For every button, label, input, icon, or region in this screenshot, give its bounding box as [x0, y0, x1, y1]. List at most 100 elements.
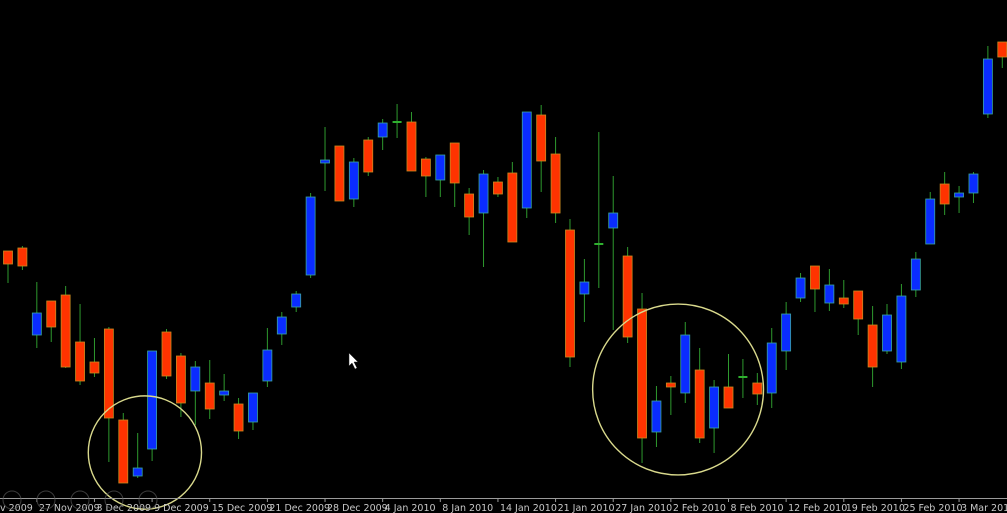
candle — [406, 112, 417, 172]
bullish-candle-body — [795, 277, 806, 299]
candle — [449, 142, 460, 207]
bullish-candle-body — [435, 154, 446, 181]
bullish-candle-body — [925, 198, 936, 245]
candle — [896, 284, 907, 369]
candle — [752, 373, 763, 405]
candle — [118, 413, 129, 484]
bearish-candle-body — [723, 386, 734, 409]
bearish-candle-body — [161, 331, 172, 377]
x-tick-label: 4 Jan 2010 — [385, 503, 436, 513]
bearish-candle-body — [694, 369, 705, 439]
candle — [262, 328, 273, 387]
candle — [103, 327, 114, 462]
candle — [348, 158, 359, 207]
candle — [233, 398, 244, 439]
bearish-candle-body — [810, 265, 820, 290]
bearish-candle-body — [17, 247, 28, 267]
player-control-icon — [104, 490, 124, 510]
candle — [738, 359, 748, 398]
bearish-candle-body — [103, 328, 114, 419]
bearish-candle-body — [89, 361, 100, 374]
bullish-candle-body — [781, 313, 792, 352]
candle — [723, 354, 734, 409]
candle — [579, 259, 590, 322]
candle — [276, 312, 287, 345]
bullish-candle-body — [219, 390, 230, 396]
candle — [305, 193, 316, 278]
bullish-candle-body — [824, 284, 835, 304]
candle — [925, 192, 936, 245]
candle — [31, 282, 42, 348]
player-control-icon — [36, 490, 56, 510]
annotations-layer — [87, 303, 765, 510]
bullish-candle-body — [766, 342, 777, 394]
bullish-candle-body — [651, 400, 662, 433]
candle — [3, 250, 13, 283]
candle — [435, 154, 446, 197]
bearish-candle-body — [204, 382, 215, 410]
candle — [493, 177, 503, 197]
candle — [810, 265, 820, 312]
bearish-candle-body — [997, 41, 1007, 58]
candle — [147, 350, 158, 461]
x-tick-label: 28 Dec 2009 — [327, 503, 388, 513]
candle — [161, 329, 172, 379]
x-tick-label: 21 Dec 2009 — [269, 503, 330, 513]
x-tick-label: 27 Jan 2010 — [615, 503, 672, 513]
candle — [954, 186, 964, 213]
bearish-candle-body — [176, 355, 186, 404]
bearish-candle-body — [60, 294, 71, 368]
bullish-candle-body — [377, 122, 388, 138]
bullish-candle-body — [478, 173, 489, 214]
candle — [536, 105, 547, 192]
bullish-candle-body — [291, 293, 302, 308]
bullish-candle-body — [910, 258, 921, 291]
bearish-candle-body — [752, 382, 763, 395]
bearish-candle-body — [406, 121, 417, 172]
x-tick-label: 3 Dec 2009 — [96, 503, 151, 513]
x-tick-label: 14 Jan 2010 — [500, 503, 557, 513]
candle — [521, 111, 532, 218]
bullish-candle-body — [896, 295, 907, 363]
candle — [795, 273, 806, 302]
bearish-candle-body — [118, 419, 129, 484]
x-tick-label: 9 Dec 2009 — [154, 503, 209, 513]
bearish-candle-body — [939, 183, 950, 205]
bearish-candle-body — [565, 229, 575, 358]
candle — [565, 219, 575, 367]
candle — [968, 172, 979, 203]
candle — [219, 374, 230, 401]
bullish-candle-body — [262, 349, 273, 382]
candle — [507, 162, 518, 243]
x-tick-label: 2 Feb 2010 — [673, 503, 726, 513]
candle — [464, 188, 475, 235]
candle — [176, 353, 186, 417]
bearish-candle-body — [233, 403, 244, 432]
candle — [420, 157, 431, 197]
bullish-candle-body — [982, 58, 993, 115]
candle — [478, 170, 489, 267]
player-control-icon — [70, 490, 90, 510]
bullish-candle-body — [709, 386, 719, 429]
mouse-pointer-icon — [348, 352, 359, 370]
candle — [997, 41, 1007, 68]
candle — [190, 361, 201, 425]
x-tick-label: 12 Feb 2010 — [788, 503, 847, 513]
candle — [320, 127, 330, 191]
candle — [709, 380, 719, 453]
bullish-candle-body — [882, 314, 892, 352]
bullish-candle-body — [320, 159, 330, 164]
candle — [766, 328, 777, 408]
bullish-candle-body — [31, 312, 42, 336]
candle — [637, 293, 647, 463]
bullish-candle-body — [680, 334, 691, 394]
bullish-candle-body — [276, 316, 287, 335]
candle — [882, 304, 892, 354]
candle — [89, 338, 100, 377]
candle — [622, 247, 633, 343]
candle — [334, 145, 345, 202]
x-tick-label: 21 Jan 2010 — [558, 503, 615, 513]
bullish-candle-body — [579, 281, 590, 295]
bearish-candle-body — [420, 158, 431, 177]
